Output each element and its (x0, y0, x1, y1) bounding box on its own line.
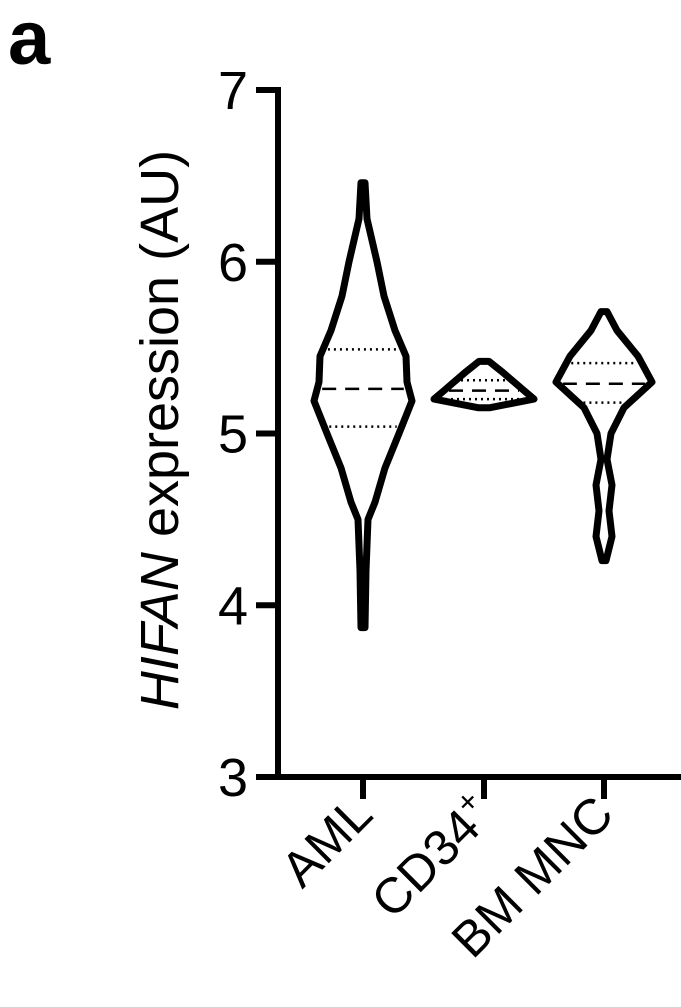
violin-aml (310, 179, 416, 632)
violins (310, 179, 656, 632)
svg-text:HIFAN expression (AU): HIFAN expression (AU) (130, 150, 190, 710)
violin-cd34 (430, 357, 538, 412)
y-tick-label-3: 3 (218, 748, 248, 808)
axes: 3 4 5 6 7 (218, 61, 681, 808)
category-label-1: AML (270, 785, 382, 897)
y-tick-label-6: 6 (218, 233, 248, 293)
y-axis-label-text: expression (AU) (130, 150, 190, 552)
y-tick-label-4: 4 (218, 576, 248, 636)
y-axis-label-gene: HIFAN (130, 551, 190, 710)
y-tick-label-5: 5 (218, 405, 248, 465)
panel-letter: a (8, 0, 51, 81)
category-label-group-1: AML (270, 785, 382, 897)
violin-bm-mnc (552, 308, 656, 565)
y-axis-label: HIFAN expression (AU) (130, 150, 190, 710)
y-tick-label-7: 7 (218, 61, 248, 121)
